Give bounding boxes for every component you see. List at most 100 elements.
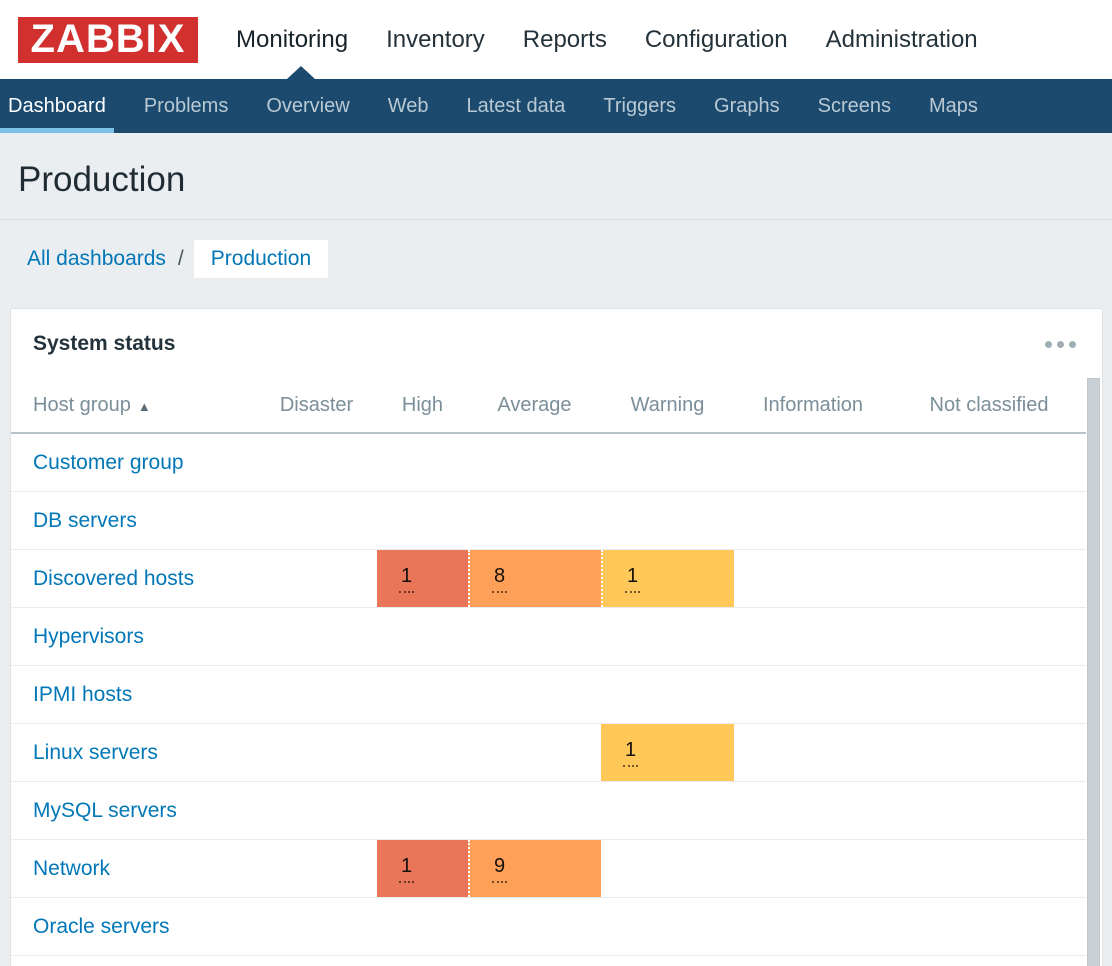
severity-cell-high <box>377 434 468 491</box>
column-header-average: Average <box>497 394 572 416</box>
severity-cell-warning <box>601 898 734 955</box>
severity-cell-not-classified <box>892 608 1086 665</box>
host-group-cell: Customer group <box>11 434 256 491</box>
host-group-link[interactable]: MySQL servers <box>33 798 177 822</box>
host-group-cell: MySQL servers <box>11 782 256 839</box>
severity-cell-warning <box>601 782 734 839</box>
title-divider <box>0 219 1112 220</box>
host-group-link[interactable]: Hypervisors <box>33 624 144 648</box>
table-row: IPMI hosts <box>11 666 1086 724</box>
table-row: Customer group <box>11 434 1086 492</box>
severity-cell-average: 8 <box>468 550 601 607</box>
problem-count-link[interactable]: 1 <box>625 565 641 593</box>
severity-cell-disaster <box>256 550 377 607</box>
zabbix-logo[interactable]: ZABBIX <box>18 16 198 63</box>
severity-cell-not-classified <box>892 492 1086 549</box>
host-group-link[interactable]: Discovered hosts <box>33 566 195 590</box>
subnav-item-triggers[interactable]: Triggers <box>603 94 677 117</box>
severity-cell-warning <box>601 492 734 549</box>
table-row: Oracle servers <box>11 898 1086 956</box>
severity-cell-high <box>377 608 468 665</box>
severity-cell-not-classified <box>892 782 1086 839</box>
subnav-item-problems[interactable]: Problems <box>143 94 229 117</box>
problem-count-link[interactable]: 1 <box>623 739 639 767</box>
problem-count-link[interactable]: 1 <box>399 855 415 883</box>
severity-cell-high <box>377 782 468 839</box>
host-group-cell: Oracle servers <box>11 898 256 955</box>
nav-item-inventory[interactable]: Inventory <box>386 25 485 53</box>
severity-cell-information <box>734 434 892 491</box>
host-group-link[interactable]: IPMI hosts <box>33 682 133 706</box>
nav-item-reports[interactable]: Reports <box>522 25 607 53</box>
problem-count-link[interactable]: 8 <box>492 565 508 593</box>
column-header-disaster: Disaster <box>279 394 354 416</box>
ellipsis-icon <box>1069 340 1076 348</box>
host-group-cell: DB servers <box>11 492 256 549</box>
widget-menu-button[interactable] <box>1043 335 1078 354</box>
table-body: Customer group DB servers Discovered hos… <box>11 434 1086 956</box>
page-title: Production <box>18 160 186 199</box>
severity-cell-warning: 1 <box>601 550 734 607</box>
subnav-item-dashboard[interactable]: Dashboard <box>0 79 114 133</box>
severity-cell-warning <box>601 608 734 665</box>
severity-cell-high: 1 <box>377 840 468 897</box>
severity-cell-warning: 1 <box>601 724 734 781</box>
subnav-item-maps[interactable]: Maps <box>929 94 978 117</box>
host-group-link[interactable]: Customer group <box>33 450 184 474</box>
nav-item-configuration[interactable]: Configuration <box>644 25 788 53</box>
host-group-link[interactable]: Oracle servers <box>33 914 170 938</box>
host-group-link[interactable]: Linux servers <box>33 740 158 764</box>
column-header-host-group[interactable]: Host group ▲ <box>33 394 151 416</box>
severity-cell-average <box>468 898 601 955</box>
breadcrumb-all-dashboards-link[interactable]: All dashboards <box>27 247 166 270</box>
problem-count-link[interactable]: 9 <box>492 855 508 883</box>
problem-count-link[interactable]: 1 <box>399 565 415 593</box>
severity-cell-high <box>377 898 468 955</box>
severity-cell-disaster <box>256 608 377 665</box>
severity-cell-high <box>377 666 468 723</box>
table-row: Linux servers 1 <box>11 724 1086 782</box>
host-group-link[interactable]: DB servers <box>33 508 137 532</box>
subnav-item-web[interactable]: Web <box>387 94 429 117</box>
host-group-cell: Discovered hosts <box>11 550 256 607</box>
nav-item-administration[interactable]: Administration <box>825 25 978 53</box>
severity-cell-disaster <box>256 666 377 723</box>
host-group-cell: Linux servers <box>11 724 256 781</box>
nav-item-monitoring[interactable]: Monitoring <box>236 25 349 53</box>
table-header-row: Host group ▲ Disaster High Average Warnin… <box>11 379 1086 434</box>
table-row: MySQL servers <box>11 782 1086 840</box>
sort-ascending-icon: ▲ <box>137 399 151 414</box>
column-header-not-classified: Not classified <box>929 394 1049 416</box>
host-group-link[interactable]: Network <box>33 856 111 880</box>
ellipsis-icon <box>1045 340 1052 348</box>
subnav-item-latest-data[interactable]: Latest data <box>466 94 566 117</box>
severity-cell-disaster <box>256 898 377 955</box>
host-group-cell: Hypervisors <box>11 608 256 665</box>
severity-cell-not-classified <box>892 724 1086 781</box>
subnav-item-graphs[interactable]: Graphs <box>714 94 780 117</box>
severity-cell-not-classified <box>892 840 1086 897</box>
subnav-item-overview[interactable]: Overview <box>266 94 350 117</box>
table-row: Network 1 9 <box>11 840 1086 898</box>
host-group-cell: IPMI hosts <box>11 666 256 723</box>
subnav-item-screens[interactable]: Screens <box>817 94 891 117</box>
host-group-cell: Network <box>11 840 256 897</box>
column-header-information: Information <box>762 394 864 416</box>
sub-navigation: Dashboard Problems Overview Web Latest d… <box>0 66 1112 133</box>
table-row: Discovered hosts 1 8 1 <box>11 550 1086 608</box>
table-scrollbar[interactable] <box>1087 378 1100 966</box>
breadcrumb-separator: / <box>177 247 184 270</box>
severity-cell-disaster <box>256 840 377 897</box>
severity-cell-information <box>734 840 892 897</box>
table-row: Hypervisors <box>11 608 1086 666</box>
severity-cell-disaster <box>256 782 377 839</box>
severity-cell-average <box>468 492 601 549</box>
severity-cell-information <box>734 666 892 723</box>
ellipsis-icon <box>1057 340 1064 348</box>
severity-cell-high: 1 <box>377 550 468 607</box>
main-navigation: Monitoring Inventory Reports Configurati… <box>236 26 1016 54</box>
breadcrumb-current-dashboard[interactable]: Production <box>192 239 330 279</box>
severity-cell-high <box>377 492 468 549</box>
severity-cell-disaster <box>256 492 377 549</box>
severity-cell-average <box>468 434 601 491</box>
